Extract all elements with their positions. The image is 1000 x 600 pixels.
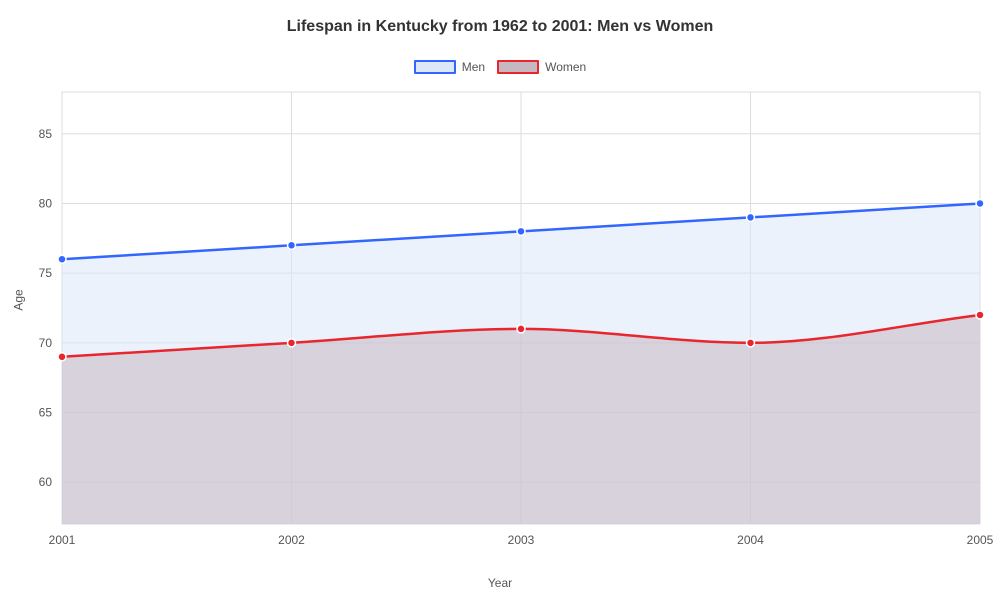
legend: Men Women [0, 60, 1000, 74]
marker-women[interactable] [747, 339, 755, 347]
x-tick-label: 2003 [508, 533, 535, 547]
chart-container: Lifespan in Kentucky from 1962 to 2001: … [0, 0, 1000, 600]
y-tick-label: 85 [39, 127, 53, 141]
y-tick-label: 70 [39, 336, 53, 350]
marker-men[interactable] [517, 227, 525, 235]
y-tick-label: 60 [39, 475, 53, 489]
legend-swatch-men [414, 60, 456, 74]
marker-women[interactable] [517, 325, 525, 333]
marker-women[interactable] [288, 339, 296, 347]
marker-men[interactable] [747, 213, 755, 221]
y-tick-label: 75 [39, 266, 53, 280]
legend-label-women: Women [545, 60, 586, 74]
legend-swatch-women [497, 60, 539, 74]
x-axis-label: Year [0, 576, 1000, 590]
marker-men[interactable] [976, 199, 984, 207]
marker-men[interactable] [58, 255, 66, 263]
x-tick-label: 2005 [967, 533, 994, 547]
marker-women[interactable] [976, 311, 984, 319]
x-tick-label: 2002 [278, 533, 305, 547]
x-tick-label: 2004 [737, 533, 764, 547]
marker-men[interactable] [288, 241, 296, 249]
y-tick-label: 65 [39, 406, 53, 420]
legend-item-men[interactable]: Men [414, 60, 485, 74]
y-tick-label: 80 [39, 196, 53, 210]
chart-title: Lifespan in Kentucky from 1962 to 2001: … [0, 18, 1000, 36]
marker-women[interactable] [58, 353, 66, 361]
chart-svg: 60 65 70 75 80 85 2001 2002 2003 2004 2005 [0, 0, 1000, 600]
x-tick-label: 2001 [49, 533, 76, 547]
y-axis-label: Age [12, 289, 26, 310]
legend-item-women[interactable]: Women [497, 60, 586, 74]
legend-label-men: Men [462, 60, 485, 74]
